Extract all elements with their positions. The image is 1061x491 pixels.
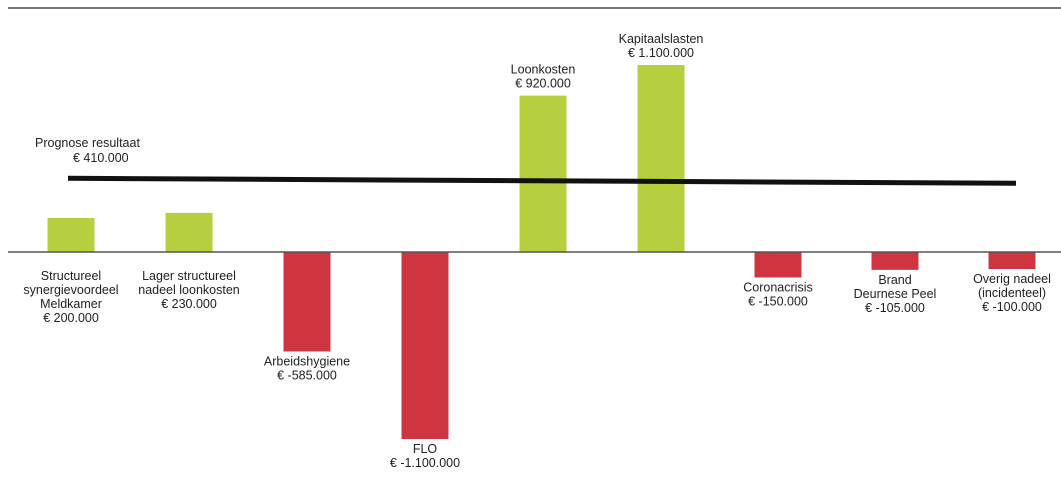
bar-value-label: € -150.000 [748, 295, 808, 309]
bar-category-label: nadeel loonkosten [138, 283, 240, 297]
bar-value-label: € 1.100.000 [628, 46, 694, 60]
bar-2 [165, 212, 213, 252]
bar-value-label: € -1.100.000 [390, 456, 460, 470]
bar-value-label: € 200.000 [43, 311, 99, 325]
bar-category-label: Deurnese Peel [854, 287, 937, 301]
reference-line-value: € 410.000 [73, 151, 129, 165]
bar-label-7: Coronacrisis € -150.000 [743, 281, 812, 309]
bar-label-5: Loonkosten € 920.000 [511, 63, 576, 91]
bar-3 [283, 252, 331, 352]
bar-9 [988, 252, 1036, 269]
bar-category-label: Overig nadeel [973, 272, 1051, 286]
bar-label-8: Brand Deurnese Peel € -105.000 [854, 273, 937, 315]
bar-label-3: Arbeidshygiene € -585.000 [264, 354, 350, 382]
bar-category-label: Loonkosten [511, 63, 576, 77]
bar-8 [871, 252, 919, 270]
reference-line [67, 175, 1017, 186]
bar-value-label: € 230.000 [161, 297, 217, 311]
bar-label-4: FLO € -1.100.000 [390, 442, 460, 470]
bar-label-2: Lager structureel nadeel loonkosten € 230.… [138, 269, 240, 311]
bar-6 [637, 65, 685, 252]
bar-value-label: € -100.000 [982, 300, 1042, 314]
bar-value-label: € -105.000 [865, 301, 925, 315]
bar-category-label: Meldkamer [40, 297, 102, 311]
bar-value-label: € -585.000 [277, 368, 337, 382]
reference-line-title: Prognose resultaat [35, 136, 140, 150]
bar-label-1: Structureel synergievoordeel Meldkamer € 20… [23, 269, 118, 325]
bar-5 [519, 95, 567, 252]
bar-4 [401, 252, 449, 439]
bar-category-label: FLO [413, 442, 438, 456]
bar-category-label: Lager structureel [142, 269, 236, 283]
bar-category-label: Arbeidshygiene [264, 354, 350, 368]
bar-label-6: Kapitaalslasten € 1.100.000 [619, 32, 704, 60]
bar-1 [47, 218, 95, 252]
bar-value-label: € 920.000 [515, 77, 571, 91]
bar-category-label: Kapitaalslasten [619, 32, 704, 46]
bar-category-label: Structureel [41, 269, 101, 283]
bar-category-label: Brand [878, 273, 911, 287]
bar-category-label: (incidenteel) [978, 286, 1046, 300]
bar-label-9: Overig nadeel (incidenteel) € -100.000 [973, 272, 1051, 314]
bar-7 [754, 252, 802, 278]
labels-group: Structureel synergievoordeel Meldkamer € 20… [23, 32, 1051, 470]
bar-category-label: Coronacrisis [743, 281, 812, 295]
reference-line-label: Prognose resultaat € 410.000 [35, 136, 140, 166]
bars-group [47, 65, 1036, 439]
bar-category-label: synergievoordeel [23, 283, 118, 297]
